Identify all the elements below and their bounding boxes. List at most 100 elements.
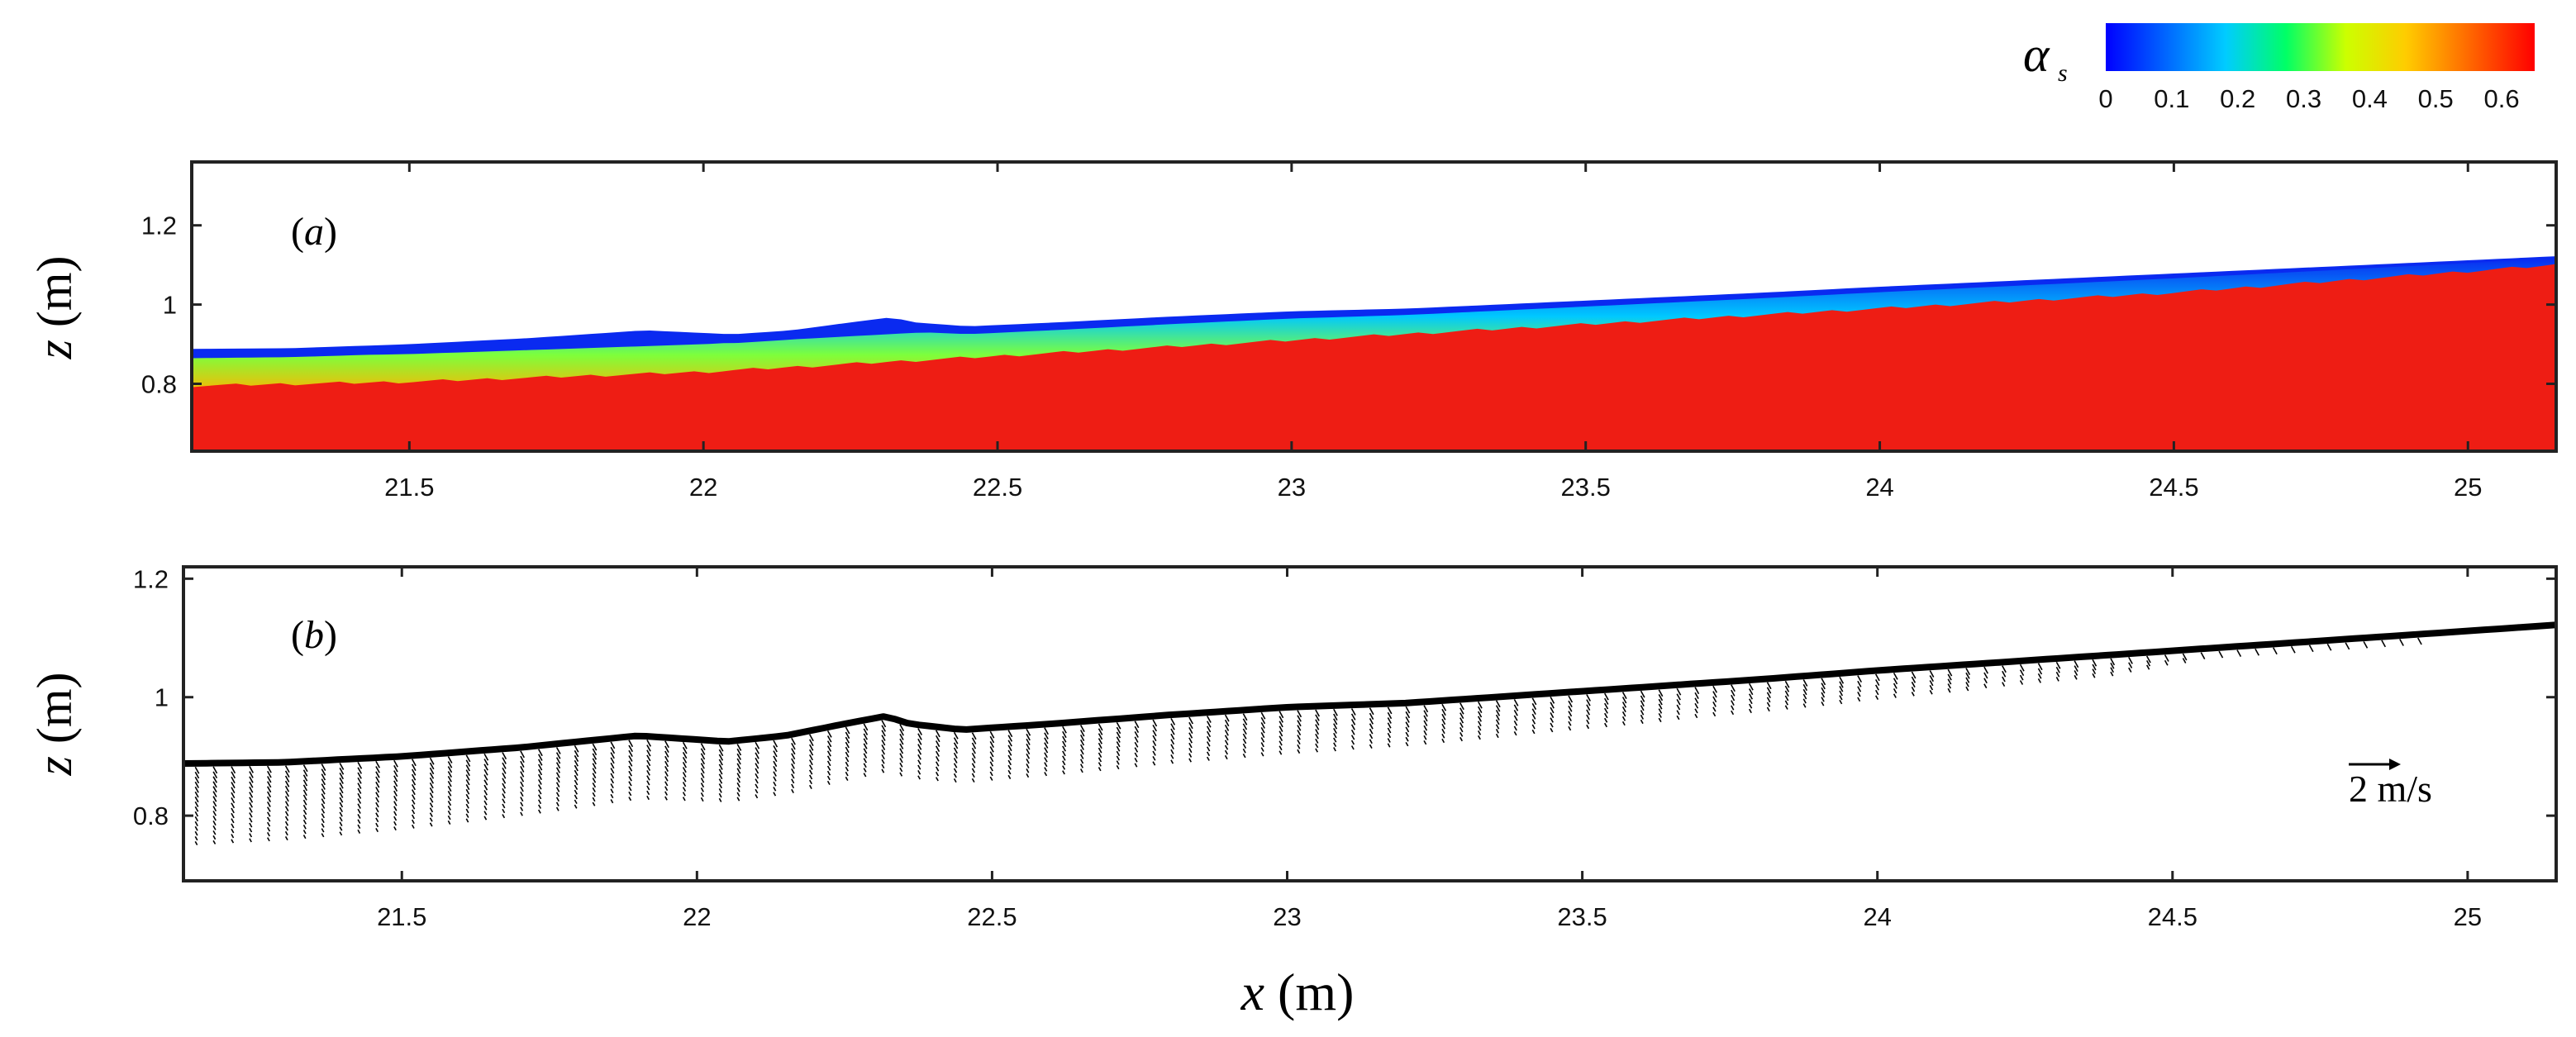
velocity-vector xyxy=(1134,741,1139,748)
velocity-vector xyxy=(826,775,831,781)
x-tick-label: 22.5 xyxy=(967,902,1017,931)
velocity-vector xyxy=(2055,677,2059,682)
velocity-vector xyxy=(718,792,722,798)
velocity-vector xyxy=(700,787,704,792)
velocity-vector xyxy=(2128,662,2133,668)
panel-b: 21.5 22 22.5 23 23.5 24 24.5 25 0.8 1 1.2 (b) z (… xyxy=(27,564,2558,931)
velocity-vector xyxy=(736,748,742,756)
velocity-vector xyxy=(700,778,705,783)
velocity-vector xyxy=(1640,714,1645,720)
velocity-vector xyxy=(1423,715,1428,722)
velocity-vector xyxy=(1369,718,1374,725)
velocity-vector xyxy=(284,816,289,821)
velocity-vector xyxy=(1224,719,1230,727)
velocity-vector xyxy=(1206,725,1212,733)
velocity-vector xyxy=(1586,709,1591,716)
velocity-vector xyxy=(755,757,759,764)
velocity-vector xyxy=(483,759,489,766)
velocity-vector xyxy=(2074,674,2078,680)
velocity-vector xyxy=(302,814,307,820)
panel-a-y-axis-label: z (m) xyxy=(27,256,82,360)
velocity-vector xyxy=(1188,732,1193,739)
velocity-vector xyxy=(267,770,272,778)
velocity-vector xyxy=(284,791,289,797)
panel-b-x-ticks: 21.5 22 22.5 23 23.5 24 24.5 25 xyxy=(377,567,2482,931)
velocity-vector xyxy=(1911,692,1915,697)
velocity-vector xyxy=(465,803,469,809)
velocity-vector xyxy=(2019,669,2025,676)
velocity-vector xyxy=(2019,680,2024,685)
velocity-vector xyxy=(249,766,255,773)
packed-bed xyxy=(192,264,2556,451)
velocity-vector xyxy=(1297,725,1302,731)
velocity-vector xyxy=(574,789,578,795)
velocity-vector xyxy=(1242,754,1246,759)
velocity-vector xyxy=(2092,668,2097,674)
velocity-vector xyxy=(339,792,344,798)
velocity-vector xyxy=(2164,659,2169,666)
velocity-vector xyxy=(429,797,434,803)
velocity-vector xyxy=(339,821,343,826)
velocity-vector xyxy=(718,763,723,770)
velocity-vector xyxy=(502,814,506,819)
velocity-vector xyxy=(465,788,470,795)
velocity-vector xyxy=(1947,673,1952,681)
velocity-vector xyxy=(502,762,507,769)
velocity-vector xyxy=(1315,743,1319,749)
velocity-vector xyxy=(502,808,506,814)
velocity-vector xyxy=(1297,720,1302,727)
velocity-vector xyxy=(1134,731,1139,738)
velocity-vector xyxy=(1947,683,1951,689)
velocity-vector xyxy=(1821,697,1825,702)
velocity-vector xyxy=(267,837,270,842)
velocity-vector xyxy=(1550,702,1555,709)
velocity-vector xyxy=(791,753,796,760)
colorbar-tick-label: 0.4 xyxy=(2352,84,2388,113)
velocity-vector xyxy=(917,728,923,735)
panel-a: 21.5 22 22.5 23 23.5 24 24.5 25 0.8 1 1.2 (a) z (… xyxy=(27,160,2558,502)
colorbar-label-subscript: s xyxy=(2058,59,2068,87)
velocity-vector xyxy=(628,791,632,797)
velocity-vector xyxy=(447,771,453,778)
velocity-vector xyxy=(718,797,722,802)
velocity-vector xyxy=(520,811,523,816)
velocity-vector xyxy=(1206,746,1211,752)
velocity-vector xyxy=(2272,647,2278,655)
colorbar-ticks: 0 0.1 0.2 0.3 0.4 0.5 0.6 xyxy=(2098,84,2519,113)
velocity-vector xyxy=(1116,731,1121,739)
velocity-vector xyxy=(1748,703,1753,709)
velocity-vector xyxy=(520,802,524,806)
velocity-vector xyxy=(826,750,831,757)
velocity-vector xyxy=(537,799,542,805)
velocity-vector xyxy=(953,731,959,740)
velocity-vector xyxy=(284,806,289,811)
velocity-vector xyxy=(936,740,940,748)
velocity-vector xyxy=(1531,719,1536,725)
velocity-vector xyxy=(592,758,597,765)
velocity-vector xyxy=(1621,706,1626,713)
velocity-vector xyxy=(1350,718,1356,725)
velocity-vector xyxy=(321,768,326,776)
velocity-vector xyxy=(1007,744,1012,752)
velocity-vector xyxy=(447,761,453,768)
velocity-vector xyxy=(284,765,290,773)
velocity-vector xyxy=(1152,719,1158,727)
velocity-vector xyxy=(429,777,435,784)
velocity-vector xyxy=(881,740,886,746)
velocity-vector xyxy=(1784,700,1789,706)
velocity-vector xyxy=(1459,712,1464,719)
velocity-vector xyxy=(483,790,488,796)
velocity-vector xyxy=(1676,693,1681,701)
velocity-vector xyxy=(375,792,380,798)
velocity-vector xyxy=(989,776,993,781)
velocity-vector xyxy=(1875,679,1880,686)
velocity-vector xyxy=(1170,723,1175,730)
velocity-vector xyxy=(1604,707,1608,714)
velocity-vector xyxy=(1315,719,1320,726)
velocity-vector xyxy=(1098,742,1102,749)
velocity-vector xyxy=(302,835,307,840)
velocity-vector xyxy=(1405,731,1409,737)
velocity-vector xyxy=(736,773,741,778)
velocity-vector xyxy=(1423,720,1428,726)
velocity-vector xyxy=(1278,750,1283,755)
